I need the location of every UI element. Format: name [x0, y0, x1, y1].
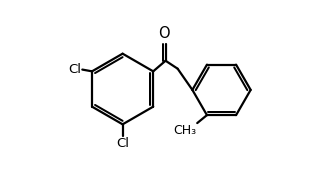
- Text: CH₃: CH₃: [173, 124, 196, 137]
- Text: Cl: Cl: [116, 137, 129, 150]
- Text: Cl: Cl: [68, 63, 82, 76]
- Text: O: O: [159, 26, 170, 41]
